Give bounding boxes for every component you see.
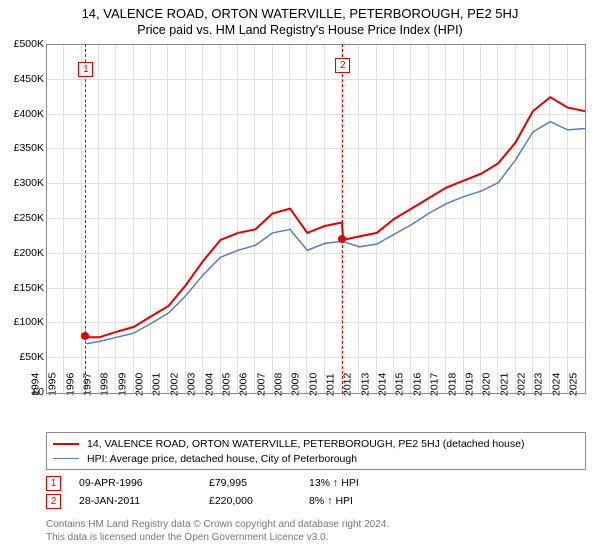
x-tick-label: 1994 (30, 373, 41, 396)
legend-swatch (53, 458, 79, 460)
y-tick-label: £250K (4, 213, 44, 224)
event-index-box: 2 (46, 494, 61, 509)
legend-swatch (53, 443, 79, 445)
event-price: £79,995 (209, 477, 309, 489)
legend-row: 14, VALENCE ROAD, ORTON WATERVILLE, PETE… (53, 436, 579, 451)
event-price: £220,000 (209, 495, 309, 507)
arrow-up-icon: ↑ (333, 477, 338, 489)
series-price-paid (86, 97, 585, 337)
event-hpi-label: HPI (335, 495, 353, 507)
y-tick-label: £100K (4, 317, 44, 328)
event-marker-box: 2 (335, 58, 350, 73)
events-table: 109-APR-1996£79,99513%↑HPI228-JAN-2011£2… (46, 474, 586, 510)
event-index-box: 1 (46, 476, 61, 491)
title-line-1: 14, VALENCE ROAD, ORTON WATERVILLE, PETE… (0, 6, 600, 21)
event-hpi: 8%↑HPI (309, 495, 353, 507)
title-block: 14, VALENCE ROAD, ORTON WATERVILLE, PETE… (0, 0, 600, 37)
y-tick-label: £350K (4, 143, 44, 154)
y-tick-label: £300K (4, 178, 44, 189)
plot-area (46, 44, 586, 394)
event-hpi: 13%↑HPI (309, 477, 359, 489)
event-marker-dot (338, 235, 346, 243)
legend-label: 14, VALENCE ROAD, ORTON WATERVILLE, PETE… (87, 438, 524, 450)
y-tick-label: £500K (4, 39, 44, 50)
arrow-up-icon: ↑ (327, 495, 332, 507)
chart-container: 14, VALENCE ROAD, ORTON WATERVILLE, PETE… (0, 0, 600, 560)
y-tick-label: £200K (4, 248, 44, 259)
legend: 14, VALENCE ROAD, ORTON WATERVILLE, PETE… (46, 432, 586, 470)
event-row: 2 28-JAN-2011£220,0008%↑HPI (46, 492, 586, 510)
footer-attribution: Contains HM Land Registry data © Crown c… (46, 518, 586, 544)
legend-row: HPI: Average price, detached house, City… (53, 451, 579, 466)
event-marker-box: 1 (78, 62, 93, 77)
y-tick-label: £50K (4, 352, 44, 363)
event-hpi-delta: 13% (309, 477, 330, 489)
event-marker-line (85, 44, 86, 394)
y-tick-label: £450K (4, 74, 44, 85)
event-date: 28-JAN-2011 (79, 495, 209, 507)
event-date: 09-APR-1996 (79, 477, 209, 489)
event-marker-dot (81, 332, 89, 340)
legend-label: HPI: Average price, detached house, City… (87, 453, 357, 465)
y-tick-label: £400K (4, 108, 44, 119)
y-tick-label: £150K (4, 282, 44, 293)
footer-line-1: Contains HM Land Registry data © Crown c… (46, 518, 586, 531)
event-marker-line (342, 44, 343, 394)
series-svg (47, 45, 585, 393)
footer-line-2: This data is licensed under the Open Gov… (46, 531, 586, 544)
event-hpi-label: HPI (341, 477, 359, 489)
event-row: 1 09-APR-1996£79,99513%↑HPI (46, 474, 586, 492)
title-line-2: Price paid vs. HM Land Registry's House … (0, 23, 600, 37)
event-hpi-delta: 8% (309, 495, 324, 507)
